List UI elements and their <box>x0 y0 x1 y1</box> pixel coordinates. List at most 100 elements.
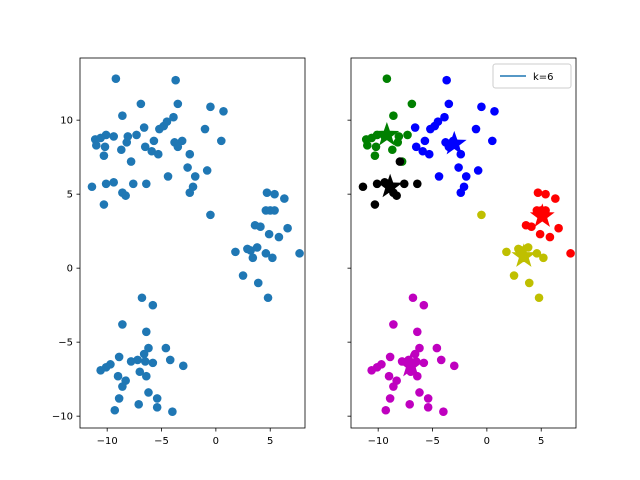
data-point <box>399 179 409 189</box>
data-point <box>527 222 536 232</box>
x-tick-label: −10 <box>97 436 118 447</box>
x-tick-label: 5 <box>538 436 544 447</box>
data-point <box>140 357 150 366</box>
data-point <box>477 210 486 220</box>
data-point <box>246 246 255 255</box>
data-point <box>149 136 159 146</box>
data-point <box>268 253 277 263</box>
data-point <box>454 163 463 172</box>
data-point <box>370 200 380 209</box>
data-point <box>114 352 124 362</box>
data-point <box>144 388 153 397</box>
data-point <box>168 407 177 417</box>
data-point <box>488 136 497 146</box>
data-point <box>440 112 449 122</box>
data-point <box>183 163 192 172</box>
data-point <box>389 382 398 391</box>
data-point <box>173 142 183 152</box>
data-point <box>415 388 424 397</box>
data-point <box>444 99 454 109</box>
data-point <box>367 365 376 375</box>
data-point <box>142 327 151 337</box>
data-point <box>263 293 273 303</box>
data-point <box>545 232 555 242</box>
cluster-center-star <box>377 173 403 198</box>
data-point <box>554 223 563 233</box>
x-tick-label: 0 <box>484 436 490 447</box>
cluster-center-star <box>441 130 467 155</box>
y-tick-label: 10 <box>60 116 73 127</box>
data-point <box>385 394 395 403</box>
data-point <box>139 349 149 359</box>
data-point <box>274 232 284 242</box>
data-point <box>389 320 398 329</box>
data-point <box>395 157 405 166</box>
data-point <box>162 117 172 126</box>
left-scatter-panel: −10 −5 0 5 −10 −5 0 5 10 <box>52 57 306 447</box>
y-tick-label: −10 <box>52 412 73 423</box>
data-point <box>92 141 101 150</box>
data-point <box>423 394 433 403</box>
data-point <box>152 402 162 412</box>
data-point <box>532 249 542 258</box>
data-point <box>128 179 138 189</box>
data-point <box>410 123 420 132</box>
data-point <box>283 223 292 233</box>
data-point <box>261 249 271 258</box>
data-point <box>418 146 428 156</box>
data-point <box>533 188 543 197</box>
data-point <box>408 293 418 303</box>
data-point <box>153 149 163 159</box>
data-point <box>262 188 272 197</box>
data-point <box>137 293 147 303</box>
data-point <box>148 358 158 368</box>
data-point <box>110 405 120 415</box>
y-tick-label: −5 <box>58 338 73 349</box>
data-point <box>219 106 228 116</box>
data-point <box>231 247 240 257</box>
data-point <box>439 407 448 417</box>
data-point <box>432 343 442 353</box>
data-point <box>434 172 444 181</box>
data-point <box>114 394 124 403</box>
data-point <box>111 74 121 84</box>
data-point <box>132 130 141 140</box>
data-point <box>295 249 304 258</box>
data-point <box>185 149 195 159</box>
data-point <box>523 243 533 252</box>
cluster-center-star <box>398 352 424 377</box>
data-point <box>509 271 519 280</box>
data-point <box>367 133 376 143</box>
data-point <box>449 361 459 371</box>
data-point <box>253 278 263 288</box>
data-point <box>407 99 417 109</box>
data-point <box>126 157 136 166</box>
data-point <box>534 293 544 303</box>
data-point <box>100 142 110 152</box>
data-point <box>436 355 446 365</box>
data-point <box>541 189 550 199</box>
data-point <box>101 179 111 189</box>
data-point <box>382 74 392 84</box>
data-point <box>423 402 433 412</box>
data-point <box>371 142 381 152</box>
cluster-center-star <box>511 243 537 267</box>
x-tick-label: −10 <box>368 436 389 447</box>
data-point <box>121 191 130 200</box>
data-point <box>126 357 136 366</box>
legend-box <box>492 63 572 89</box>
data-point <box>117 145 126 155</box>
data-point <box>456 188 466 197</box>
data-point <box>502 247 511 257</box>
data-point <box>190 172 200 181</box>
data-point <box>206 102 215 112</box>
data-point <box>372 179 382 189</box>
data-point <box>136 99 146 109</box>
data-point <box>139 123 149 132</box>
data-point <box>393 138 403 147</box>
data-point <box>280 194 289 203</box>
data-point <box>551 194 560 203</box>
data-point <box>147 146 157 156</box>
legend-label: k=6 <box>533 72 554 83</box>
data-point <box>185 188 195 197</box>
